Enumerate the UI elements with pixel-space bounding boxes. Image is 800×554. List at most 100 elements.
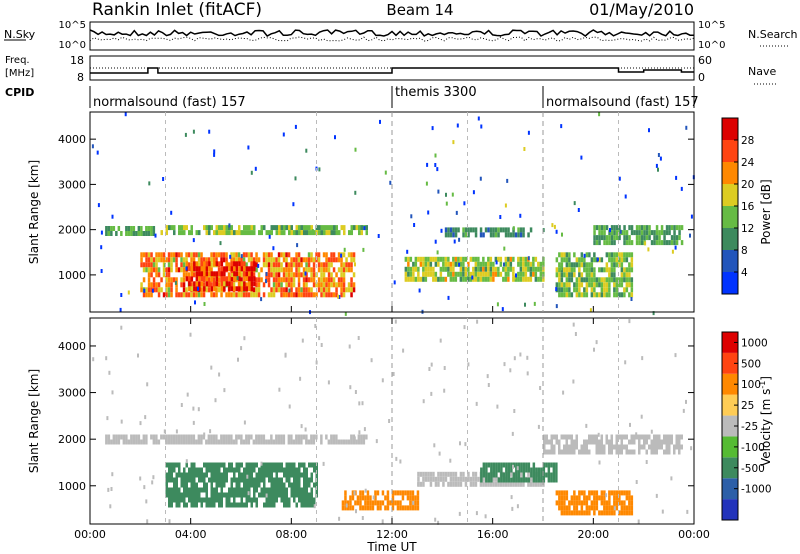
- power-data-cell: [170, 292, 173, 298]
- velocity-data-cell: [381, 490, 385, 496]
- velocity-data-cell: [608, 500, 611, 506]
- velocity-data-cell: [358, 430, 361, 435]
- power-data-cell: [142, 277, 146, 283]
- velocity-data-cell: [295, 502, 298, 508]
- power-data-cell: [335, 272, 338, 278]
- power-data-cell: [625, 230, 629, 236]
- power-data-cell: [287, 272, 291, 278]
- power-data-cell: [197, 252, 201, 258]
- velocity-data-cell: [170, 497, 173, 503]
- power-data-cell: [560, 292, 564, 298]
- velocity-data-cell: [183, 477, 186, 483]
- freq-tick-bottom: 8: [77, 71, 84, 84]
- power-data-cell: [585, 252, 589, 258]
- power-data-cell: [150, 282, 153, 288]
- power-data-cell: [630, 267, 634, 273]
- power-data-cell: [427, 266, 430, 272]
- power-data-cell: [277, 262, 281, 268]
- velocity-data-cell: [505, 467, 508, 473]
- velocity-data-cell: [454, 471, 458, 477]
- power-data-cell: [444, 266, 448, 272]
- velocity-data-cell: [260, 461, 263, 466]
- power-data-cell: [517, 227, 520, 233]
- velocity-data-cell: [220, 462, 223, 468]
- power-data-cell: [283, 230, 286, 236]
- velocity-data-cell: [275, 434, 278, 440]
- power-data-cell: [307, 292, 311, 298]
- power-data-cell: [464, 276, 468, 282]
- power-data-cell: [527, 266, 530, 272]
- velocity-data-cell: [185, 482, 188, 488]
- power-data-cell: [310, 287, 313, 293]
- power-data-cell: [230, 292, 233, 298]
- velocity-data-cell: [243, 482, 246, 488]
- power-data-cell: [630, 262, 634, 268]
- velocity-data-cell: [637, 519, 640, 524]
- velocity-data-cell: [685, 399, 687, 404]
- power-data-cell: [458, 237, 461, 242]
- velocity-data-cell: [280, 467, 283, 473]
- velocity-data-cell: [386, 500, 390, 506]
- power-data-cell: [484, 276, 488, 282]
- velocity-data-cell: [300, 497, 303, 503]
- power-data-cell: [350, 287, 353, 293]
- power-data-cell: [419, 261, 423, 267]
- power-data-cell: [327, 287, 331, 293]
- power-data-cell: [167, 267, 171, 273]
- power-data-cell: [345, 257, 348, 263]
- power-data-cell: [198, 276, 201, 282]
- power-data-cell: [625, 272, 629, 278]
- velocity-data-cell: [213, 462, 216, 468]
- velocity-data-cell: [505, 462, 508, 468]
- power-data-cell: [447, 271, 450, 277]
- velocity-data-cell: [127, 439, 131, 445]
- velocity-data-cell: [338, 516, 341, 521]
- colorbar-swatch: [722, 184, 738, 206]
- velocity-data-cell: [476, 319, 479, 324]
- velocity-data-cell: [300, 487, 303, 493]
- power-data-cell: [180, 230, 183, 236]
- velocity-data-cell: [497, 467, 501, 473]
- power-data-cell: [459, 266, 463, 272]
- power-data-cell: [145, 231, 148, 236]
- velocity-data-cell: [623, 444, 626, 450]
- velocity-data-cell: [580, 449, 583, 455]
- velocity-data-cell: [222, 434, 226, 440]
- power-data-cell: [482, 266, 485, 272]
- velocity-data-cell: [304, 427, 307, 432]
- velocity-data-cell: [182, 439, 186, 445]
- velocity-data-cell: [344, 500, 347, 506]
- velocity-data-cell: [213, 492, 216, 498]
- velocity-data-cell: [135, 434, 138, 440]
- velocity-data-cell: [190, 492, 193, 498]
- velocity-data-cell: [230, 502, 233, 508]
- velocity-data-cell: [107, 439, 111, 445]
- power-data-cell: [406, 249, 409, 254]
- velocity-data-cell: [150, 434, 153, 440]
- power-data-cell: [145, 292, 148, 298]
- velocity-data-cell: [208, 497, 211, 503]
- velocity-data-cell: [623, 505, 626, 511]
- velocity-data-cell: [625, 505, 629, 511]
- velocity-data-cell: [273, 497, 276, 503]
- power-data-cell: [198, 266, 201, 272]
- velocity-data-cell: [484, 514, 487, 519]
- velocity-data-cell: [215, 472, 218, 478]
- power-data-cell: [409, 276, 413, 282]
- velocity-data-cell: [583, 500, 586, 506]
- velocity-data-cell: [305, 434, 308, 440]
- power-data-cell: [257, 282, 261, 288]
- power-data-cell: [350, 230, 353, 236]
- velocity-data-cell: [235, 462, 238, 468]
- velocity-data-cell: [512, 477, 516, 483]
- power-data-cell: [514, 232, 518, 238]
- velocity-data-cell: [653, 444, 656, 450]
- power-data-cell: [332, 282, 336, 288]
- velocity-data-cell: [260, 434, 263, 440]
- power-data-cell: [292, 262, 296, 268]
- velocity-data-cell: [490, 462, 493, 468]
- velocity-data-cell: [300, 472, 303, 478]
- velocity-data-cell: [610, 505, 614, 511]
- power-data-cell: [140, 287, 143, 293]
- power-data-cell: [358, 225, 361, 231]
